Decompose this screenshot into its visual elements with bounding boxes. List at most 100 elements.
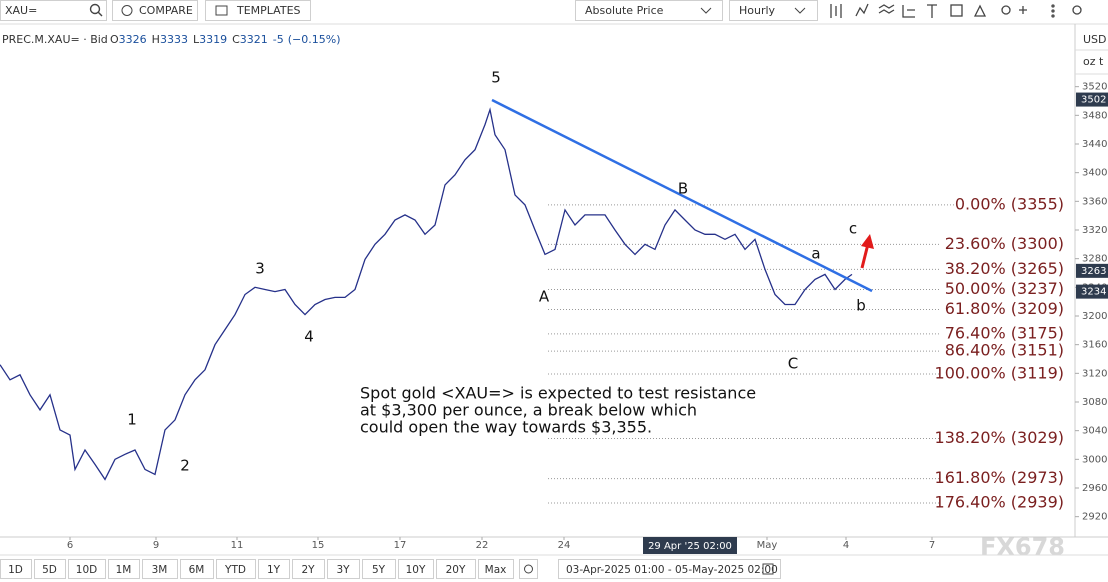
price-marker-label: 3502: [1081, 95, 1106, 106]
annotation-line: Spot gold <XAU=> is expected to test res…: [360, 384, 756, 403]
range-button-label: 20Y: [446, 564, 466, 576]
breakout-arrow-head: [861, 234, 874, 249]
interval-label: Hourly: [739, 4, 776, 17]
quote-value: 3321: [240, 33, 268, 46]
scale-dropdown[interactable]: [575, 0, 723, 21]
quote-key: L: [193, 33, 200, 46]
x-tick-label: 15: [312, 540, 325, 551]
quote-key: H: [152, 33, 160, 46]
range-button[interactable]: [180, 559, 214, 579]
unit-label: oz t: [1083, 55, 1104, 68]
y-tick-label: 3360: [1082, 196, 1107, 207]
range-button-label: 1M: [116, 564, 132, 576]
y-tick-label: 3160: [1082, 340, 1107, 351]
range-button-label: 1D: [8, 564, 23, 576]
y-tick-label: 3440: [1082, 139, 1107, 150]
wave-label: 1: [127, 411, 137, 429]
range-button[interactable]: [0, 559, 32, 579]
x-tick-label: 24: [558, 540, 571, 551]
range-button[interactable]: [108, 559, 140, 579]
search-icon: [97, 11, 103, 17]
search-box[interactable]: [0, 0, 107, 21]
price-marker: [1076, 263, 1108, 278]
range-button[interactable]: [398, 559, 434, 579]
y-tick-label: 2960: [1082, 483, 1107, 494]
range-button[interactable]: [292, 559, 325, 579]
quote-key: C: [232, 33, 240, 46]
series-name: PREC.M.XAU= · Bid: [2, 33, 108, 46]
compare-icon: [121, 5, 133, 16]
x-tick-label: 7: [929, 540, 935, 551]
annotation-line: could open the way towards $3,355.: [360, 418, 652, 437]
level-label: 86.40% (3151): [945, 341, 1064, 360]
chevron: [794, 7, 806, 14]
level-label: 176.40% (2939): [935, 493, 1064, 512]
range-button[interactable]: [436, 559, 476, 579]
interval-dropdown[interactable]: [729, 0, 818, 21]
wave-label: 5: [491, 69, 501, 87]
unit-label: USD: [1083, 33, 1107, 46]
templates-button[interactable]: [205, 0, 311, 21]
date-range: 03-Apr-2025 01:00 - 05-May-2025 02:00: [566, 564, 778, 576]
level-label: 23.60% (3300): [945, 234, 1064, 253]
tool-icons[interactable]: [830, 3, 1082, 18]
y-tick-label: 3280: [1082, 254, 1107, 265]
range-button[interactable]: [362, 559, 396, 579]
chevron: [700, 7, 712, 14]
x-tick-label: 6: [67, 540, 73, 551]
quote-value: 3333: [160, 33, 188, 46]
x-tick-label: 17: [394, 540, 407, 551]
wave-label: 4: [304, 328, 314, 346]
search-text: XAU=: [5, 4, 37, 17]
range-button[interactable]: [258, 559, 290, 579]
range-button-label: Max: [485, 564, 507, 576]
quote-value: 3319: [199, 33, 227, 46]
y-tick-label: 3200: [1082, 311, 1107, 322]
price-line: [0, 107, 853, 481]
range-button[interactable]: [142, 559, 178, 579]
change: -5: [273, 33, 284, 46]
wave-label: B: [678, 180, 688, 198]
price-marker-label: 3234: [1081, 287, 1106, 298]
wave-label: a: [811, 245, 820, 263]
y-tick-label: 2920: [1082, 512, 1107, 523]
wave-label: 3: [255, 260, 265, 278]
settings-button[interactable]: [519, 559, 538, 579]
level-label: 161.80% (2973): [935, 468, 1064, 487]
level-label: 38.20% (3265): [945, 259, 1064, 278]
range-button[interactable]: [216, 559, 256, 579]
scale-label: Absolute Price: [585, 4, 664, 17]
crosshair-label: 29 Apr '25 02:00: [648, 541, 732, 552]
x-tick-label: 4: [843, 540, 849, 551]
level-label: 76.40% (3175): [945, 323, 1064, 342]
range-button-label: 10D: [76, 564, 97, 576]
folder-icon: [215, 5, 228, 16]
price-marker-label: 3263: [1081, 266, 1106, 277]
templates-label: TEMPLATES: [236, 4, 301, 17]
y-tick-label: 3320: [1082, 225, 1107, 236]
gear-icon: [524, 564, 533, 574]
wave-label: A: [539, 288, 550, 306]
range-button-label: 3M: [152, 564, 168, 576]
range-button[interactable]: [68, 559, 106, 579]
date-range-box[interactable]: [558, 559, 781, 579]
x-tick-label: May: [757, 540, 778, 551]
range-bar: 1D 5D 10D 1M 3M 6M YTD 1Y 2Y 3Y 5Y 10Y 20Y Max: [0, 559, 514, 579]
level-label: 61.80% (3209): [945, 299, 1064, 318]
level-label: 100.00% (3119): [935, 364, 1064, 383]
series-legend: PREC.M.XAU= · Bid: [2, 33, 108, 46]
compare-button[interactable]: [112, 0, 198, 21]
calendar-icon: [762, 563, 774, 575]
annotation-line: at $3,300 per ounce, a break below which: [360, 401, 697, 420]
level-label: 0.00% (3355): [955, 194, 1064, 213]
range-button[interactable]: [478, 559, 514, 579]
price-marker: [1076, 284, 1108, 299]
range-button-label: 5Y: [372, 564, 386, 576]
y-tick-label: 3480: [1082, 110, 1107, 121]
range-button[interactable]: [34, 559, 66, 579]
range-button[interactable]: [327, 559, 360, 579]
y-tick-label: 3520: [1082, 82, 1107, 93]
compare-label: COMPARE: [139, 4, 193, 17]
